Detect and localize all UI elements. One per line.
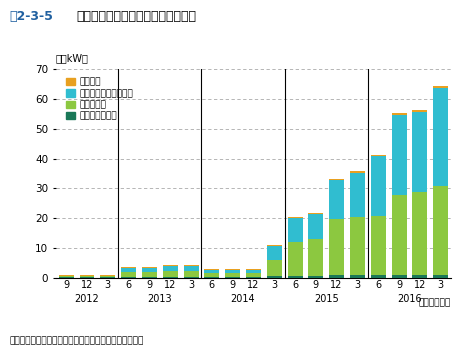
Bar [225, 277, 240, 278]
Bar [371, 216, 386, 275]
Bar [142, 267, 157, 268]
Text: 2014: 2014 [231, 294, 255, 304]
Bar [163, 271, 178, 277]
Bar [267, 246, 282, 260]
Bar [350, 217, 365, 275]
Bar [100, 274, 115, 276]
Bar [412, 192, 427, 275]
Text: 2012: 2012 [74, 294, 100, 304]
Bar [392, 195, 406, 275]
Bar [392, 115, 406, 195]
Bar [80, 277, 94, 278]
Bar [184, 265, 199, 266]
Bar [267, 260, 282, 276]
Bar [225, 270, 240, 273]
Text: 2015: 2015 [314, 294, 339, 304]
Bar [392, 113, 406, 115]
Bar [59, 277, 73, 278]
Bar [204, 277, 219, 278]
Bar [246, 269, 261, 270]
Bar [163, 277, 178, 278]
Bar [412, 110, 427, 112]
Bar [142, 277, 157, 278]
Bar [308, 213, 323, 214]
Bar [287, 218, 303, 242]
Bar [287, 242, 303, 276]
Bar [184, 266, 199, 271]
Bar [121, 267, 136, 268]
Bar [350, 172, 365, 217]
Bar [225, 269, 240, 270]
Bar [246, 277, 261, 278]
Bar [204, 269, 219, 270]
Bar [100, 276, 115, 277]
Bar [59, 274, 73, 276]
Bar [329, 179, 344, 180]
Bar [308, 239, 323, 276]
Bar [100, 277, 115, 278]
Bar [184, 277, 199, 278]
Bar [184, 271, 199, 277]
Bar [350, 171, 365, 172]
Bar [163, 265, 178, 266]
Bar [163, 266, 178, 271]
Bar [308, 214, 323, 239]
Bar [287, 217, 303, 218]
Bar [142, 272, 157, 277]
Bar [392, 275, 406, 278]
Text: 木質バイオマス発電の導入量の推移: 木質バイオマス発電の導入量の推移 [77, 10, 197, 23]
Bar [329, 219, 344, 275]
Bar [329, 180, 344, 219]
Bar [433, 186, 448, 275]
Bar [350, 275, 365, 278]
Text: 資料：一般社団法人日本木質バイオマスエネルギー協会: 資料：一般社団法人日本木質バイオマスエネルギー協会 [9, 336, 144, 345]
Bar [287, 276, 303, 278]
Bar [371, 156, 386, 216]
Bar [80, 274, 94, 276]
Bar [59, 276, 73, 277]
Bar [371, 155, 386, 156]
Bar [246, 273, 261, 277]
Bar [204, 270, 219, 273]
Text: 2013: 2013 [147, 294, 172, 304]
Bar [121, 272, 136, 277]
Bar [433, 88, 448, 186]
Bar [80, 276, 94, 277]
Bar [246, 270, 261, 273]
Bar [308, 276, 323, 278]
Bar [142, 268, 157, 272]
Text: （万kW）: （万kW） [56, 53, 89, 64]
Bar [267, 276, 282, 278]
Bar [121, 277, 136, 278]
Text: 2016: 2016 [397, 294, 422, 304]
Text: （年度・月）: （年度・月） [419, 298, 451, 307]
Bar [412, 275, 427, 278]
Text: 図2-3-5: 図2-3-5 [9, 10, 53, 23]
Bar [267, 245, 282, 246]
Bar [371, 275, 386, 278]
Bar [433, 275, 448, 278]
Bar [121, 268, 136, 272]
Bar [412, 112, 427, 192]
Bar [204, 273, 219, 277]
Legend: 建築廃材, 一般木質・農作物残さ, 未利用木質, メタン発酵ガス: 建築廃材, 一般木質・農作物残さ, 未利用木質, メタン発酵ガス [64, 76, 135, 122]
Bar [329, 275, 344, 278]
Bar [433, 86, 448, 88]
Bar [225, 273, 240, 277]
